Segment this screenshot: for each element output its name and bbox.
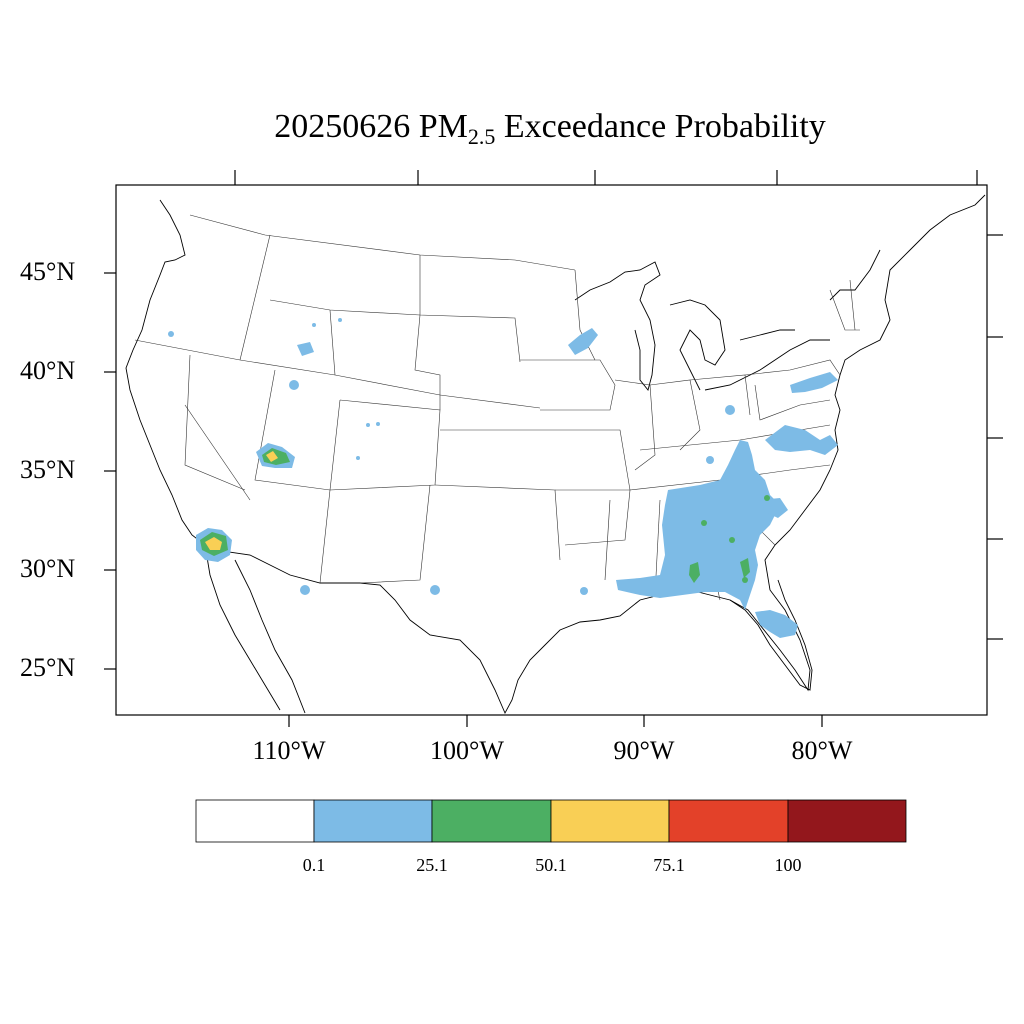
colorbar-box-3 [550, 799, 670, 843]
region-florida [755, 610, 798, 638]
map-content [125, 194, 986, 715]
lon-label-90w: 90°W [613, 736, 675, 765]
region-dot-7 [300, 585, 310, 595]
axis-ticks [104, 170, 1003, 727]
colorbar-label-3: 75.1 [653, 855, 685, 875]
green-dot-3 [742, 577, 748, 583]
region-dot-9 [366, 423, 370, 427]
region-wisconsin [568, 328, 598, 355]
colorbar-box-4 [668, 799, 789, 843]
colorbar [195, 799, 907, 843]
colorbar-label-2: 50.1 [535, 855, 567, 875]
map-title: 20250626 PM2.5 Exceedance Probability [0, 108, 1024, 150]
region-dot-11 [338, 318, 342, 322]
green-dot-4 [764, 495, 770, 501]
state-borders [134, 214, 860, 601]
title-suffix: Exceedance Probability [495, 108, 826, 145]
region-virginia [765, 425, 838, 455]
region-dot-12 [312, 323, 316, 327]
lat-label-40n: 40°N [20, 356, 76, 385]
colorbar-label-0: 0.1 [302, 855, 326, 875]
yellow-patch-utah [266, 451, 278, 462]
lat-label-30n: 30°N [20, 554, 76, 583]
region-idaho [297, 342, 314, 356]
great-lakes-outline [574, 261, 830, 391]
map-frame [115, 184, 988, 716]
lat-label-35n: 35°N [20, 455, 76, 484]
region-dot-3 [725, 405, 735, 415]
green-dot-2 [729, 537, 735, 543]
lon-label-110w: 110°W [252, 736, 326, 765]
title-subscript: 2.5 [467, 124, 496, 149]
colorbar-box-2 [431, 799, 552, 843]
title-prefix: 20250626 PM [274, 108, 468, 145]
green-dot-1 [701, 520, 707, 526]
region-dot-5 [430, 585, 440, 595]
colorbar-box-1 [313, 799, 433, 843]
colorbar-box-0 [195, 799, 315, 843]
lat-label-45n: 45°N [20, 257, 76, 286]
region-dot-6 [580, 587, 588, 595]
colorbar-label-4: 100 [774, 855, 802, 875]
region-dot-8 [356, 456, 360, 460]
region-southeast [616, 440, 780, 610]
region-pennsylvania [790, 372, 838, 393]
lon-label-80w: 80°W [791, 736, 853, 765]
lon-label-100w: 100°W [430, 736, 504, 765]
green-patch-se-2 [740, 558, 750, 578]
region-dot-2 [289, 380, 299, 390]
colorbar-box-5 [787, 799, 907, 843]
region-dot-10 [376, 422, 380, 426]
region-carolina [760, 498, 788, 518]
yellow-patch-california [205, 537, 222, 550]
green-patch-se-1 [689, 562, 700, 583]
probability-regions [168, 318, 838, 638]
us-outline [125, 194, 986, 715]
mexico-outline [204, 544, 306, 714]
lat-label-25n: 25°N [20, 653, 76, 682]
florida-outline [729, 579, 813, 691]
region-dot-1 [168, 331, 174, 337]
colorbar-label-1: 25.1 [416, 855, 448, 875]
region-dot-4 [706, 456, 714, 464]
